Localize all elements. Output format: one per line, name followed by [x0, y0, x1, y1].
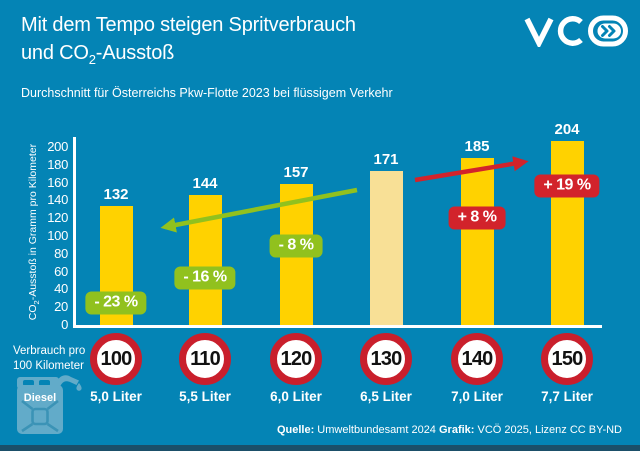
fuel-label-120: 6,0 Liter — [270, 389, 322, 404]
canister-label: Diesel — [24, 392, 56, 404]
source-value: Umweltbundesamt 2024 — [314, 424, 439, 436]
fuel-label-100: 5,0 Liter — [90, 389, 142, 404]
y-axis-line — [73, 137, 76, 328]
vco-logo — [524, 15, 628, 50]
fuel-label-130: 6,5 Liter — [360, 389, 412, 404]
bar-150kmh — [551, 141, 584, 325]
percent-badge-140: + 8 % — [448, 206, 506, 230]
bottom-accent-bar — [0, 445, 640, 451]
speed-limit-sign-140: 140 — [451, 333, 503, 385]
source-label: Quelle: — [276, 424, 315, 436]
y-axis-label: CO2-Ausstoß in Gramm pro Kilometer — [26, 143, 42, 321]
sign-value: 150 — [551, 347, 584, 370]
consumption-legend: Verbrauch pro 100 Kilometer — [13, 344, 85, 374]
percent-badge-100: - 23 % — [85, 291, 147, 315]
y-tick-140: 140 — [47, 192, 68, 207]
subtitle: Durchschnitt für Österreichs Pkw-Flotte … — [21, 86, 393, 100]
x-axis-line — [73, 325, 602, 328]
y-tick-120: 120 — [47, 210, 68, 225]
bar-140kmh — [461, 158, 494, 325]
bar-110kmh — [189, 195, 222, 325]
y-tick-60: 60 — [54, 264, 68, 279]
diesel-canister-icon: Diesel — [13, 370, 83, 441]
sign-value: 100 — [100, 347, 133, 370]
credit-value: VCÖ 2025, Lizenz CC BY-ND — [474, 424, 623, 436]
percent-badge-150: + 19 % — [534, 174, 600, 198]
percent-badge-110: - 16 % — [174, 266, 236, 290]
consumption-line2: 100 Kilometer — [13, 360, 84, 372]
bar-value-110: 144 — [192, 175, 218, 192]
page-title: Mit dem Tempo steigen Spritverbrauch und… — [21, 11, 356, 74]
speed-limit-sign-100: 100 — [90, 333, 142, 385]
speed-limit-sign-110: 110 — [179, 333, 231, 385]
sign-value: 110 — [190, 347, 221, 370]
fuel-label-150: 7,7 Liter — [541, 389, 593, 404]
y-tick-80: 80 — [54, 246, 68, 261]
y-tick-180: 180 — [47, 157, 68, 172]
fuel-label-110: 5,5 Liter — [179, 389, 231, 404]
vco-logo-icon — [524, 15, 628, 50]
title-line2: und CO2-Ausstoß — [21, 42, 175, 67]
y-tick-160: 160 — [47, 175, 68, 190]
sign-value: 140 — [461, 347, 494, 370]
consumption-line1: Verbrauch pro — [13, 345, 86, 357]
y-tick-20: 20 — [54, 299, 68, 314]
y-tick-100: 100 — [47, 228, 68, 243]
speed-limit-sign-130: 130 — [360, 333, 412, 385]
fuel-label-140: 7,0 Liter — [451, 389, 503, 404]
speed-limit-sign-150: 150 — [541, 333, 593, 385]
y-tick-0: 0 — [61, 317, 68, 332]
sign-value: 120 — [280, 347, 313, 370]
credit-label: Grafik: — [438, 424, 475, 436]
bar-value-140: 185 — [464, 138, 490, 155]
y-tick-40: 40 — [54, 281, 68, 296]
bar-value-130: 171 — [373, 151, 399, 168]
bar-value-100: 132 — [103, 186, 129, 203]
bar-value-150: 204 — [554, 121, 580, 138]
title-line1: Mit dem Tempo steigen Spritverbrauch — [21, 14, 356, 36]
source-credit: Quelle: Umweltbundesamt 2024 Grafik: VCÖ… — [277, 424, 622, 436]
bar-value-120: 157 — [283, 164, 309, 181]
sign-value: 130 — [370, 347, 403, 370]
percent-badge-120: - 8 % — [269, 234, 323, 258]
y-tick-200: 200 — [47, 139, 68, 154]
speed-limit-sign-120: 120 — [270, 333, 322, 385]
bar-130kmh-baseline — [370, 171, 403, 325]
